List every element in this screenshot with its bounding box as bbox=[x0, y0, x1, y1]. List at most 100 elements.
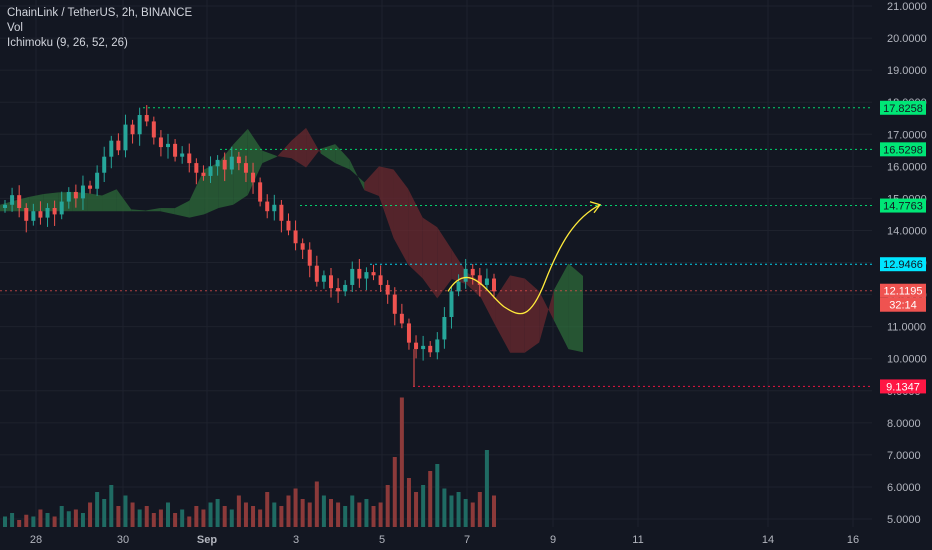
y-tick-label: 20.0000 bbox=[887, 33, 927, 45]
candle-body bbox=[329, 275, 333, 289]
y-tick-label: 8.0000 bbox=[887, 418, 921, 430]
candle-body bbox=[38, 211, 43, 218]
candle-body bbox=[130, 124, 135, 135]
cloud-segment bbox=[378, 166, 394, 238]
volume-bar bbox=[3, 516, 7, 527]
volume-bar bbox=[88, 502, 93, 527]
volume-bar bbox=[364, 499, 369, 527]
candle-body bbox=[180, 153, 185, 157]
volume-bar bbox=[80, 513, 85, 527]
candle-body bbox=[350, 268, 355, 285]
y-tick-label: 11.0000 bbox=[887, 322, 926, 334]
candle-body bbox=[31, 211, 36, 221]
volume-bar bbox=[194, 506, 199, 527]
price-badge-label: 12.1195 bbox=[884, 286, 923, 298]
volume-bar bbox=[95, 492, 100, 527]
price-badge bbox=[880, 100, 926, 115]
x-tick-label: 28 bbox=[30, 534, 42, 546]
volume-bar bbox=[201, 509, 206, 527]
volume-bar bbox=[477, 492, 482, 527]
volume-bar bbox=[109, 485, 114, 527]
cloud-segment bbox=[393, 169, 409, 265]
candle-body bbox=[88, 185, 93, 189]
candle-body bbox=[3, 204, 7, 208]
candle-body bbox=[229, 156, 234, 170]
volume-bar bbox=[470, 502, 475, 527]
volume-bar bbox=[456, 492, 461, 527]
cloud-segment bbox=[262, 150, 277, 164]
volume-bar bbox=[392, 457, 397, 527]
candle-body bbox=[215, 159, 220, 167]
horizontal-levels bbox=[0, 107, 872, 387]
candle-body bbox=[421, 345, 426, 350]
cloud-segment bbox=[87, 193, 103, 212]
cloud-segment bbox=[408, 188, 423, 279]
price-badges: 17.8258 16.5298 14.7763 12.9466 12.1195 9.134… bbox=[880, 100, 926, 394]
volume-bar bbox=[17, 520, 22, 527]
volume-bar bbox=[31, 516, 36, 527]
volume-bar bbox=[286, 495, 291, 527]
volume-bar bbox=[484, 450, 489, 527]
volume-bar bbox=[144, 506, 149, 527]
candle-body bbox=[222, 159, 227, 170]
volume-bar bbox=[350, 495, 355, 527]
y-tick-label: 21.0000 bbox=[887, 1, 927, 13]
price-badge-label: 17.8258 bbox=[883, 103, 923, 115]
candle-body bbox=[102, 156, 107, 173]
volume-bar bbox=[45, 513, 50, 527]
volume-bar bbox=[38, 509, 43, 527]
candle-body bbox=[116, 140, 121, 151]
candle-body bbox=[392, 294, 397, 314]
x-axis[interactable]: 28 30 Sep 3 5 7 9 11 14 16 bbox=[30, 534, 859, 546]
volume-bar bbox=[314, 481, 319, 527]
volume-bar bbox=[378, 502, 383, 527]
candle-body bbox=[321, 275, 326, 282]
candle-body bbox=[243, 163, 248, 173]
volume-bar bbox=[414, 492, 419, 527]
projection-arrow bbox=[447, 201, 602, 315]
volume-bar bbox=[158, 509, 163, 527]
candle-body bbox=[95, 172, 100, 189]
cloud-segment bbox=[116, 189, 132, 212]
y-tick-label: 6.0000 bbox=[887, 482, 921, 494]
cloud-segment bbox=[204, 162, 219, 215]
candles bbox=[3, 105, 496, 387]
cloud-segment bbox=[568, 263, 583, 353]
candle-body bbox=[456, 281, 461, 292]
volume-bar bbox=[251, 506, 256, 527]
candle-body bbox=[442, 317, 447, 340]
volume-bar bbox=[59, 506, 64, 527]
ichimoku-label[interactable]: Ichimoku (9, 26, 52, 26) bbox=[7, 37, 128, 49]
candle-body bbox=[435, 339, 440, 353]
volume-label[interactable]: Vol bbox=[7, 22, 23, 34]
volume-bar bbox=[102, 499, 107, 527]
y-tick-label: 14.0000 bbox=[887, 225, 927, 237]
x-tick-label: 14 bbox=[762, 534, 774, 546]
candle-body bbox=[187, 153, 192, 164]
cloud-segment bbox=[335, 144, 350, 170]
x-tick-label: 5 bbox=[379, 534, 385, 546]
price-badge bbox=[880, 257, 926, 272]
candle-body bbox=[357, 268, 362, 279]
projection-arrowhead bbox=[589, 201, 602, 214]
candle-body bbox=[109, 140, 114, 157]
candle-body bbox=[251, 172, 256, 183]
cloud-segment bbox=[306, 127, 321, 168]
candle-body bbox=[343, 284, 348, 292]
candle-body bbox=[492, 278, 496, 292]
symbol-title[interactable]: ChainLink / TetherUS, 2h, BINANCE bbox=[7, 7, 193, 19]
volume-bar bbox=[130, 502, 135, 527]
volume-bar bbox=[116, 506, 121, 527]
countdown-label: 32:14 bbox=[889, 300, 917, 312]
candle-body bbox=[137, 115, 142, 135]
volume-bar bbox=[307, 502, 312, 527]
candle-body bbox=[158, 137, 163, 148]
cloud-segment bbox=[480, 281, 496, 326]
cloud-segment bbox=[553, 263, 569, 350]
cloud-segment bbox=[422, 217, 438, 299]
candle-body bbox=[166, 143, 170, 148]
cloud-segment bbox=[189, 169, 205, 218]
cloud-segment bbox=[495, 275, 511, 353]
candle-body bbox=[449, 291, 454, 318]
